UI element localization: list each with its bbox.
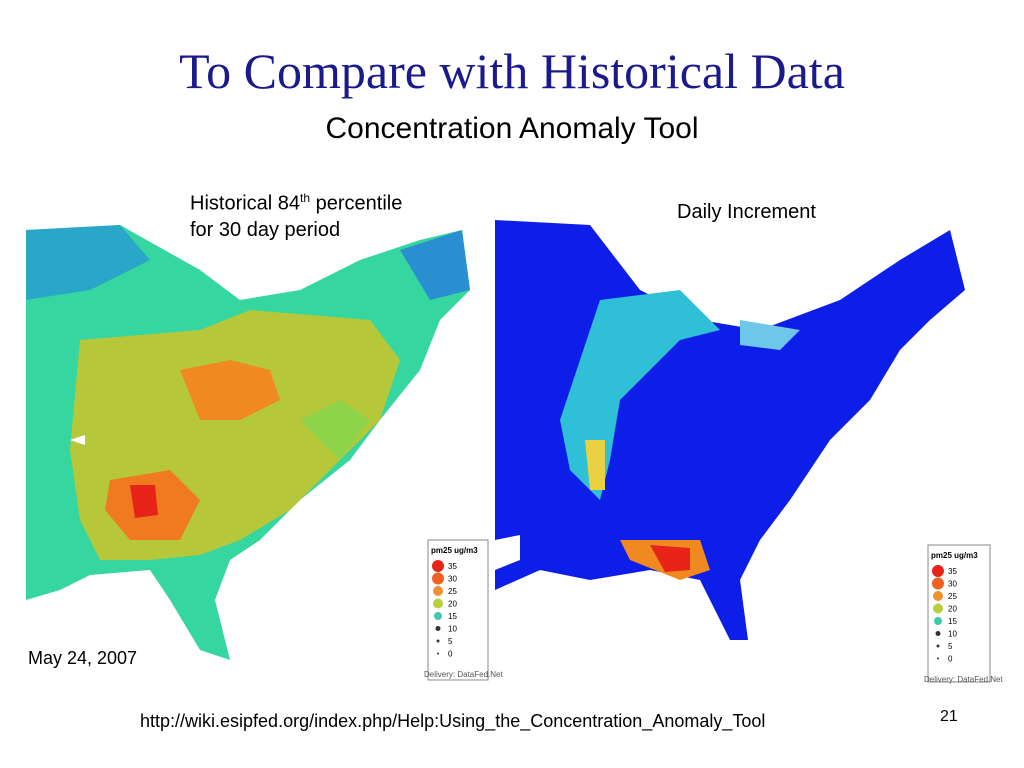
caption-text: Historical 84 xyxy=(190,192,301,215)
legend-title: pm25 ug/m3 xyxy=(431,546,478,555)
caption-right: Daily Increment xyxy=(677,201,816,223)
legend-swatch xyxy=(933,591,943,601)
legend-title: pm25 ug/m3 xyxy=(931,551,978,560)
historical-map xyxy=(26,210,489,682)
legend-swatch xyxy=(933,603,943,614)
legend-label: 5 xyxy=(948,642,953,651)
legend-label: 30 xyxy=(948,580,957,589)
legend-label: 35 xyxy=(948,567,957,576)
legend-swatch xyxy=(937,657,939,660)
page-number: 21 xyxy=(940,708,958,725)
legend-swatch xyxy=(432,560,444,572)
caption-left: Historical 84th percentile for 30 day pe… xyxy=(190,185,402,243)
legend-label: 0 xyxy=(448,650,453,659)
legend-swatch xyxy=(932,577,944,590)
credit: Delivery: DataFed.Net xyxy=(424,670,503,679)
credit: Delivery: DataFed.Net xyxy=(924,675,1003,684)
legend-swatch xyxy=(434,612,442,620)
legend-swatch xyxy=(935,631,941,636)
legend-swatch xyxy=(433,586,443,596)
legend-label: 25 xyxy=(448,587,457,596)
legend-label: 15 xyxy=(448,612,457,621)
date: May 24, 2007 xyxy=(28,648,138,668)
legend-swatch xyxy=(437,652,439,655)
url: http://wiki.esipfed.org/index.php/Help:U… xyxy=(140,711,766,731)
legend-swatch xyxy=(934,617,942,625)
legend-label: 10 xyxy=(948,630,957,639)
legend-label: 30 xyxy=(448,575,457,584)
legend-label: 5 xyxy=(448,637,453,646)
subtitle: Concentration Anomaly Tool xyxy=(325,112,699,145)
legend-swatch xyxy=(435,626,441,631)
legend-swatch xyxy=(436,639,440,643)
legend-label: 15 xyxy=(948,617,957,626)
legend-swatch xyxy=(936,644,940,648)
legend-label: 10 xyxy=(448,625,457,634)
legend-label: 25 xyxy=(948,592,957,601)
caption-text: percentile xyxy=(315,192,403,215)
legend-label: 20 xyxy=(948,605,957,614)
title: To Compare with Historical Data xyxy=(179,43,845,99)
legend-swatch xyxy=(433,598,443,609)
legend-label: 35 xyxy=(448,562,457,571)
legend-label: 0 xyxy=(948,655,953,664)
legend-swatch xyxy=(932,565,944,577)
caption-superscript: th xyxy=(300,191,311,205)
caption-text: for 30 day period xyxy=(190,218,341,241)
increment-map xyxy=(495,215,991,683)
legend-swatch xyxy=(432,572,444,585)
legend-label: 20 xyxy=(448,600,457,609)
